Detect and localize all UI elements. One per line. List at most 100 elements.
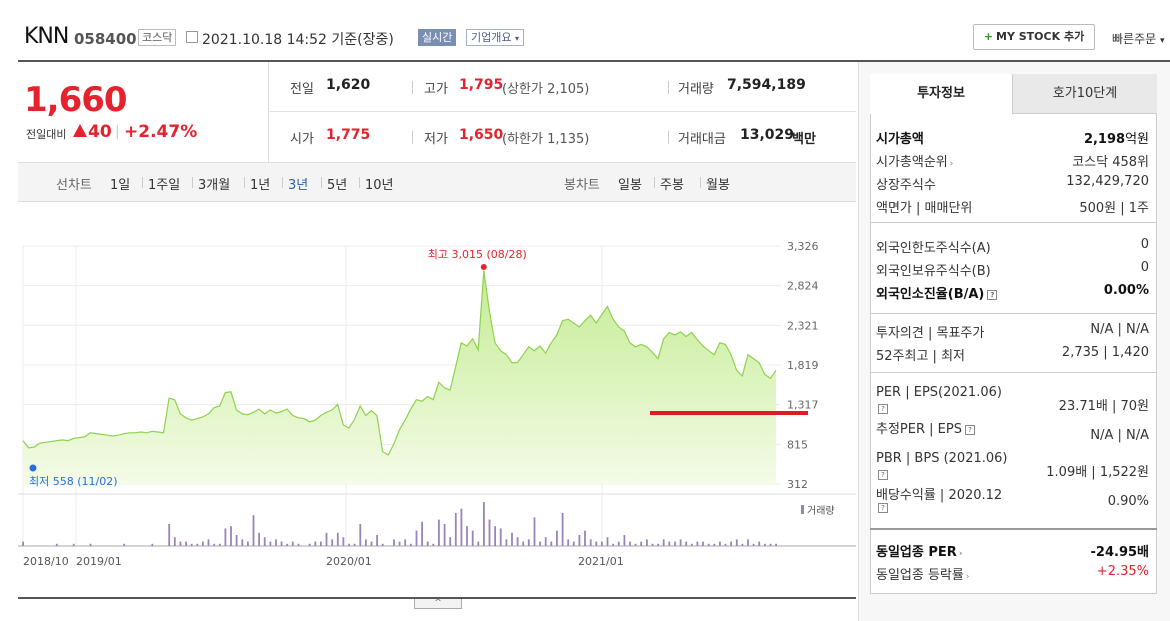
calendar-icon bbox=[186, 31, 198, 43]
period-tab[interactable]: 1주일 bbox=[148, 178, 181, 193]
volume-bar bbox=[533, 517, 536, 546]
panel-row-label-text: 추정PER | EPS bbox=[876, 422, 962, 437]
company-info-label: 기업개요 bbox=[471, 31, 512, 44]
chart-toolbar bbox=[18, 162, 856, 202]
collapse-toggle-button[interactable]: ^ bbox=[414, 599, 462, 609]
panel-row-value: 2,198억원 bbox=[1084, 128, 1149, 147]
volume-bar bbox=[196, 543, 199, 546]
period-tab[interactable]: 1일 bbox=[110, 178, 131, 193]
volume-bar bbox=[224, 528, 227, 546]
volume-bar bbox=[454, 513, 457, 546]
fast-order-label: 빠른주문 bbox=[1112, 32, 1157, 46]
help-icon[interactable]: ? bbox=[878, 470, 888, 480]
toolbar-separator bbox=[244, 177, 245, 188]
y-tick-label: 2,321 bbox=[787, 319, 819, 332]
my-stock-add-button[interactable]: + MY STOCK 추가 bbox=[973, 24, 1095, 50]
toolbar-separator bbox=[142, 177, 143, 188]
high-annotation: 최고 3,015 (08/28) bbox=[428, 248, 527, 261]
period-tab[interactable]: 1년 bbox=[250, 178, 271, 193]
open-value: 1,775 bbox=[326, 127, 371, 143]
volume-bar bbox=[269, 541, 272, 546]
panel-row-label: 외국인보유주식수(B) bbox=[876, 260, 991, 279]
volume-bar bbox=[365, 539, 367, 546]
volume-bar bbox=[702, 541, 704, 546]
period-tab[interactable]: 5년 bbox=[327, 178, 348, 193]
panel-row-value: 500원 | 1주 bbox=[1079, 197, 1149, 216]
volume-bar bbox=[657, 543, 659, 546]
volume-bar bbox=[690, 543, 693, 546]
candle-tab[interactable]: 일봉 bbox=[618, 178, 642, 193]
volume-bar bbox=[617, 541, 620, 546]
volume-bar bbox=[679, 539, 682, 546]
y-tick-label: 1,317 bbox=[787, 399, 819, 412]
panel-row-label: 동일업종 PER › bbox=[876, 541, 963, 560]
panel-row-label: 외국인소진율(B/A)? bbox=[876, 283, 998, 302]
volume-bar bbox=[707, 543, 710, 546]
volume-bar bbox=[522, 541, 525, 546]
panel-row-label-text: 외국인소진율(B/A) bbox=[876, 287, 985, 302]
volume-bar bbox=[499, 528, 502, 546]
panel-row-label: PER | EPS(2021.06) bbox=[876, 385, 1002, 400]
volume-bar bbox=[556, 530, 558, 546]
help-icon[interactable]: ? bbox=[878, 503, 888, 513]
toolbar-separator bbox=[359, 177, 360, 188]
x-tick-label: 2019/01 bbox=[76, 555, 122, 568]
candle-tab[interactable]: 주봉 bbox=[660, 178, 684, 193]
tab-invest-info[interactable]: 투자정보 bbox=[870, 74, 1013, 114]
period-tab[interactable]: 10년 bbox=[365, 178, 394, 193]
volume-bar bbox=[55, 543, 58, 546]
prev-close-label: 전일 bbox=[290, 82, 314, 97]
panel-row-label: PBR | BPS (2021.06) bbox=[876, 451, 1007, 466]
volume-bar bbox=[713, 543, 716, 546]
volume-bar bbox=[72, 543, 75, 546]
volume-bar bbox=[342, 537, 345, 546]
panel-row-label-text: 동일업종 PER bbox=[876, 545, 957, 560]
invest-info-box bbox=[870, 74, 1157, 594]
volume-bar bbox=[775, 543, 777, 546]
panel-row-label-text: 외국인보유주식수(B) bbox=[876, 264, 991, 279]
panel-row-label: 동일업종 등락률 › bbox=[876, 564, 969, 583]
chevron-right-icon: › bbox=[965, 572, 970, 582]
help-icon[interactable]: ? bbox=[987, 289, 998, 300]
panel-row-value: N/A | N/A bbox=[1090, 322, 1149, 337]
panel-row-value-text: N/A | N/A bbox=[1090, 322, 1149, 337]
volume-bar bbox=[336, 532, 339, 546]
volume-bar bbox=[370, 541, 373, 546]
help-icon[interactable]: ? bbox=[878, 404, 888, 414]
period-tab[interactable]: 3개월 bbox=[198, 178, 231, 193]
volume-bar bbox=[381, 543, 384, 546]
tab-order-book[interactable]: 호가10단계 bbox=[1013, 74, 1157, 114]
amount-label: 거래대금 bbox=[678, 132, 726, 147]
panel-row-value: +2.35% bbox=[1097, 564, 1149, 579]
volume-bar bbox=[376, 535, 378, 546]
volume-bar bbox=[578, 535, 581, 546]
help-icon[interactable]: ? bbox=[964, 424, 975, 435]
volume-bar bbox=[730, 541, 732, 546]
amount-unit: 백만 bbox=[792, 132, 816, 147]
volume-bar bbox=[235, 535, 238, 546]
change-value: 40 bbox=[88, 122, 112, 142]
company-info-dropdown[interactable]: 기업개요 ▾ bbox=[466, 29, 524, 46]
x-tick-label: 2020/01 bbox=[326, 555, 372, 568]
period-tab[interactable]: 3년 bbox=[288, 178, 309, 193]
fast-order-button[interactable]: 빠른주문 ▾ bbox=[1112, 30, 1165, 47]
panel-row-value-text: N/A | N/A bbox=[1090, 428, 1149, 443]
price-chart: 3,326 2,824 2,321 1,819 1,317 815 312 2018/10 2… bbox=[18, 240, 856, 568]
chevron-right-icon: › bbox=[958, 549, 963, 559]
realtime-badge[interactable]: 실시간 bbox=[418, 29, 457, 46]
volume-bar bbox=[606, 537, 609, 546]
volume-bar bbox=[331, 539, 334, 546]
panel-row-label: 시가총액 bbox=[876, 128, 924, 147]
volume-bar bbox=[213, 543, 216, 546]
volume-bar bbox=[438, 519, 440, 546]
volume-bar bbox=[218, 543, 221, 546]
panel-row-value-text: +2.35% bbox=[1096, 564, 1149, 579]
volume-legend-swatch bbox=[801, 505, 804, 514]
up-triangle-icon bbox=[73, 124, 87, 137]
candle-tab[interactable]: 월봉 bbox=[706, 178, 730, 193]
high-point-marker bbox=[480, 264, 487, 270]
panel-row-label-text: PER | EPS(2021.06) bbox=[876, 385, 1002, 400]
my-stock-add-label: MY STOCK 추가 bbox=[996, 30, 1085, 43]
panel-row-value-text: 0 bbox=[1140, 237, 1149, 252]
volume-bar bbox=[258, 532, 260, 546]
